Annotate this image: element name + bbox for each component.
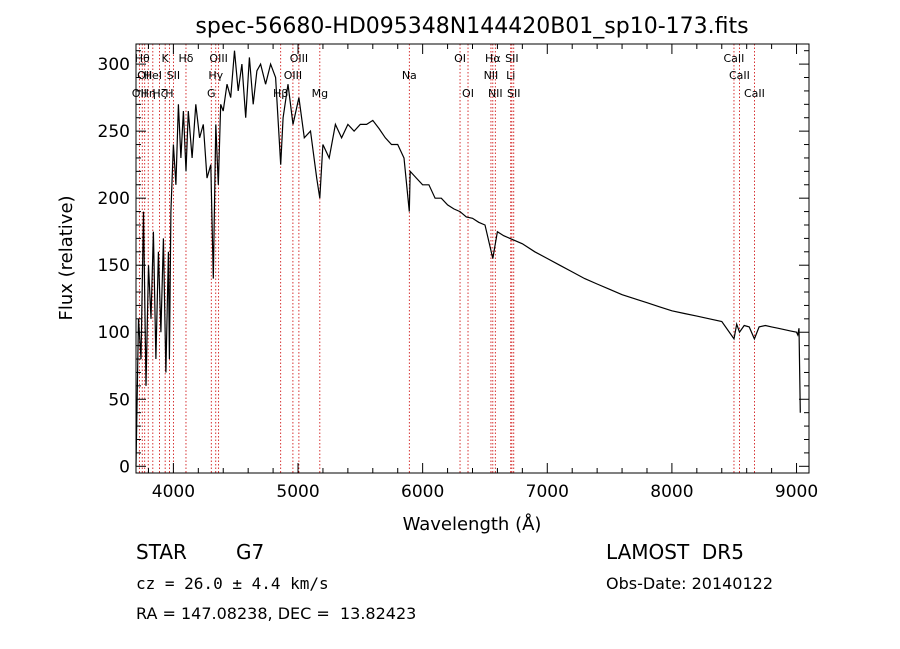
line-label-22: NII (488, 87, 503, 100)
emission-line-markers (138, 44, 755, 473)
line-label-9: Hδ (178, 52, 193, 65)
y-tick-label: 0 (119, 457, 130, 477)
line-label-10: G (207, 87, 216, 100)
line-label-25: SII (507, 87, 520, 100)
y-tick-label: 150 (98, 256, 130, 276)
line-label-15: OIII (290, 52, 308, 65)
survey-name: LAMOST DR5 (606, 540, 744, 564)
y-tick-label: 200 (98, 189, 130, 209)
x-tick-label: 8000 (650, 482, 693, 502)
sky-coordinates: RA = 147.08238, DEC = 13.82423 (136, 604, 417, 623)
line-label-27: CaII (729, 69, 750, 82)
line-label-4: HeI (144, 69, 162, 82)
object-type: STAR (136, 540, 187, 564)
line-label-14: OIII (284, 69, 302, 82)
line-label-26: CaII (724, 52, 745, 65)
y-tick-label: 100 (98, 323, 130, 343)
chart-title: spec-56680-HD095348N144420B01_sp10-173.f… (195, 14, 748, 39)
spectral-subclass: G7 (236, 540, 265, 564)
line-label-16: Mg (312, 87, 328, 100)
redshift-cz: cz = 26.0 ± 4.4 km/s (136, 574, 329, 593)
line-label-6: K (162, 52, 170, 65)
line-label-28: CaII (744, 87, 765, 100)
emission-line-labels: OIIHθOIIHηHeIHζKHSIIHδGHγOIIIHβOIIIOIIIM… (132, 52, 765, 100)
line-label-5: Hζ (152, 87, 166, 100)
line-label-21: Hα (485, 52, 501, 65)
x-tick-label: 7000 (526, 482, 569, 502)
line-label-1: Hθ (135, 52, 150, 65)
y-tick-label: 50 (108, 390, 130, 410)
x-tick-label: 5000 (276, 482, 319, 502)
line-label-20: NII (484, 69, 499, 82)
plot-frame (135, 43, 810, 474)
y-tick-label: 300 (98, 55, 130, 75)
line-label-2: OII (137, 69, 152, 82)
x-tick-label: 6000 (401, 482, 444, 502)
line-label-24: SII (505, 52, 518, 65)
line-label-18: OI (454, 52, 466, 65)
line-label-7: H (165, 87, 173, 100)
x-axis-label: Wavelength (Å) (403, 513, 542, 535)
line-label-12: OIII (209, 52, 227, 65)
x-tick-label: 9000 (775, 482, 818, 502)
line-label-3: Hη (141, 87, 156, 100)
y-tick-label: 250 (98, 122, 130, 142)
line-label-23: Li (506, 69, 515, 82)
x-tick-label: 4000 (152, 482, 195, 502)
observation-date: Obs-Date: 20140122 (606, 574, 774, 593)
line-label-19: OI (462, 87, 474, 100)
line-label-11: Hγ (208, 69, 223, 82)
x-axis-ticks: 4000 5000 6000 7000 8000 9000 (147, 44, 818, 502)
y-axis-label: Flux (relative) (56, 195, 77, 320)
y-axis-ticks: 0 50 100 150 200 250 300 (98, 50, 809, 477)
spectrum-line (135, 50, 801, 467)
line-label-17: Na (402, 69, 417, 82)
line-label-8: SII (167, 69, 180, 82)
